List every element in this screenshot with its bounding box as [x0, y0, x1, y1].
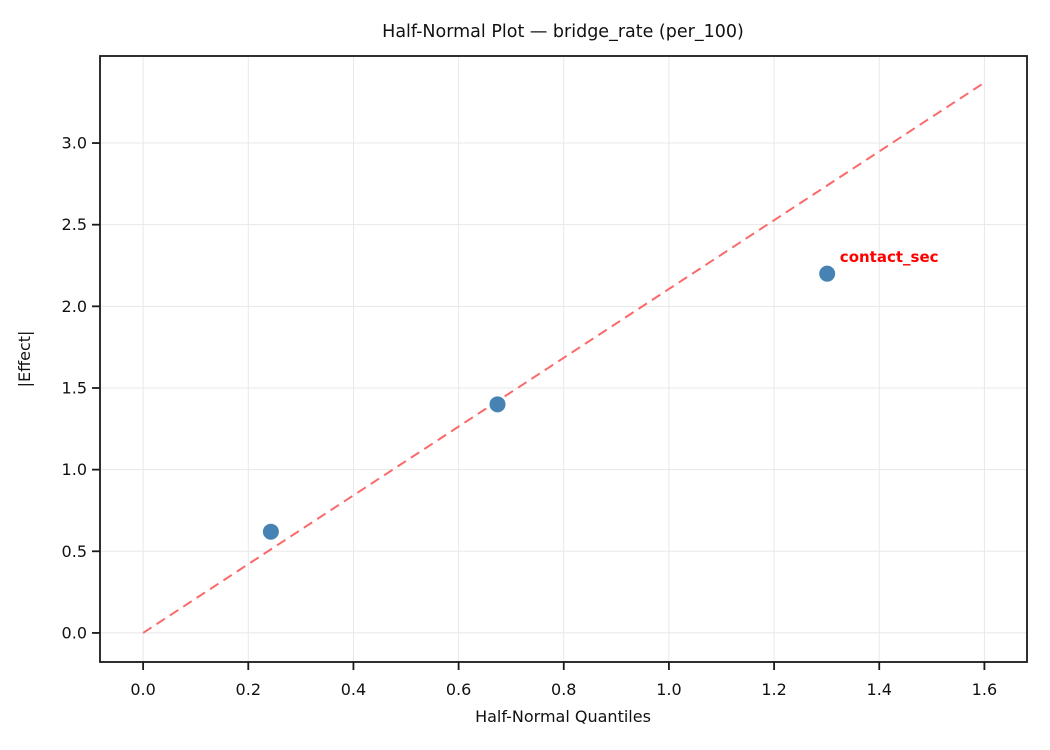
x-tick-label: 1.4: [867, 680, 892, 699]
x-tick-label: 0.6: [446, 680, 471, 699]
y-tick-label: 2.5: [62, 215, 87, 234]
y-tick-label: 3.0: [62, 134, 87, 153]
x-tick-label: 1.6: [972, 680, 997, 699]
x-tick-label: 1.2: [761, 680, 786, 699]
x-tick-label: 0.0: [130, 680, 155, 699]
reference-line: [142, 81, 985, 634]
data-point: [819, 265, 836, 282]
y-tick-label: 0.5: [62, 542, 87, 561]
x-axis-label: Half-Normal Quantiles: [475, 707, 651, 726]
x-tick-label: 0.2: [236, 680, 261, 699]
x-tick-label: 1.0: [656, 680, 681, 699]
data-point: [489, 396, 506, 413]
annotation-label: contact_sec: [840, 248, 939, 266]
plot-area: contact_sec 0.0 0.2 0.4 0.6 0.8 1.0 1.2 1.4 1.6 0.…: [62, 55, 1028, 699]
chart-title: Half-Normal Plot — bridge_rate (per_100): [382, 22, 744, 42]
y-axis-label: |Effect|: [15, 331, 34, 388]
y-tick-label: 2.0: [62, 297, 87, 316]
y-tick-label: 1.0: [62, 460, 87, 479]
y-tick-label: 0.0: [62, 623, 87, 642]
data-point: [262, 523, 279, 540]
x-tick-label: 0.8: [551, 680, 576, 699]
x-tick-label: 0.4: [341, 680, 366, 699]
y-tick-label: 1.5: [62, 378, 87, 397]
